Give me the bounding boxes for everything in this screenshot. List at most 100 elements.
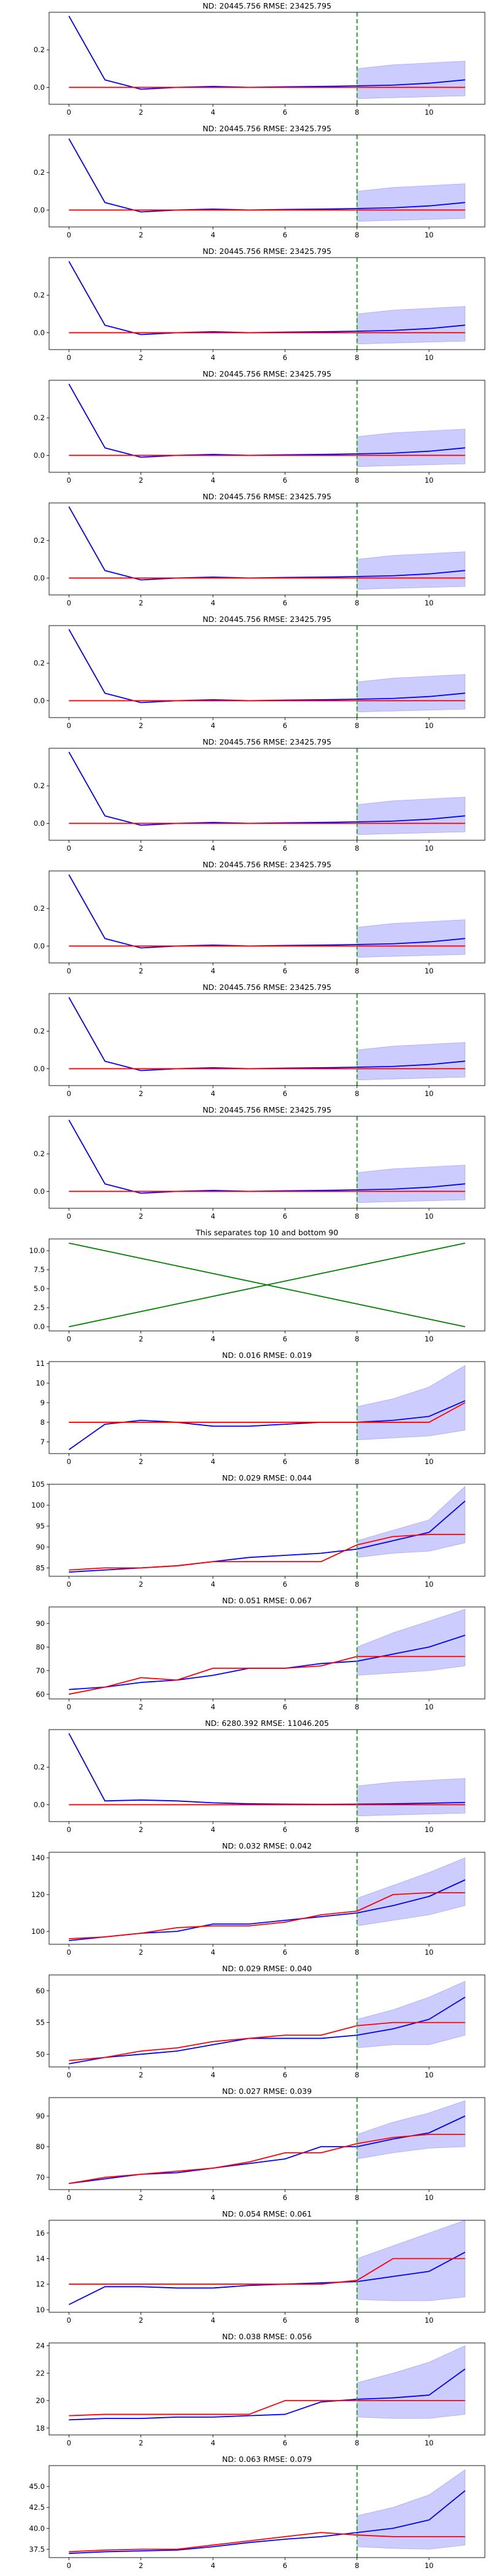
y-tick-label: 45.0 [29,2482,45,2491]
x-tick-label: 2 [139,844,143,853]
x-tick-label: 2 [139,1212,143,1221]
y-tick-label: 11 [36,1359,45,1368]
x-tick-label: 2 [139,1948,143,1957]
axes-frame [48,1852,485,1945]
x-tick-label: 2 [139,1703,143,1711]
subplot-title: ND: 20445.756 RMSE: 23425.795 [203,124,331,133]
x-tick-label: 0 [67,1457,71,1466]
axes-frame [48,1238,485,1332]
x-tick-label: 0 [67,1580,71,1589]
x-tick-label: 0 [67,2071,71,2079]
plot-area [68,2220,466,2312]
x-tick-label: 2 [139,2316,143,2325]
x-tick-label: 0 [67,1212,71,1221]
x-tick-label: 10 [425,721,434,730]
y-tick-label: 0.0 [34,1187,45,1195]
series-line-2 [69,1242,465,1328]
confidence-band [357,1485,466,1558]
x-tick-label: 6 [283,1089,287,1098]
subplot-4: ND: 20445.756 RMSE: 23425.795 0 2 4 6 8 10 0.0 0… [34,369,485,485]
series-line-blue [69,2368,466,2421]
subplot-title: ND: 0.054 RMSE: 0.061 [222,2209,312,2218]
x-tick-label: 4 [211,599,215,607]
confidence-band [357,2469,466,2550]
confidence-band [357,2100,466,2160]
confidence-band [357,1980,466,2049]
x-tick-label: 10 [425,108,434,117]
x-tick-label: 6 [283,1948,287,1957]
y-tick-label: 8 [41,1418,45,1427]
x-tick-label: 4 [211,1335,215,1343]
x-tick-label: 10 [425,476,434,485]
y-tick-label: 0.0 [34,451,45,459]
plot-area [69,2343,466,2435]
x-tick-label: 8 [355,2561,359,2570]
x-tick-label: 6 [283,721,287,730]
y-tick-label: 0.0 [34,819,45,827]
x-tick-label: 10 [425,1335,434,1343]
subplot-5: ND: 20445.756 RMSE: 23425.795 0 2 4 6 8 10 0.0 0… [34,492,485,607]
y-tick-label: 0.0 [34,205,45,214]
subplot-title: ND: 0.027 RMSE: 0.039 [222,2087,312,2096]
subplot-9: ND: 20445.756 RMSE: 23425.795 0 2 4 6 8 10 0.0 0… [34,983,485,1098]
x-tick-label: 2 [139,967,143,975]
y-tick-label: 5.0 [34,1284,45,1293]
y-tick-label: 100 [31,1927,45,1936]
x-tick-label: 4 [211,1457,215,1466]
x-tick-label: 4 [211,2193,215,2202]
x-tick-label: 2 [139,2071,143,2079]
x-tick-label: 0 [67,599,71,607]
x-tick-label: 8 [355,476,359,485]
plot-area [69,1607,466,1699]
x-tick-label: 10 [425,353,434,362]
y-tick-label: 0.2 [34,413,45,422]
y-tick-label: 0.2 [34,1149,45,1158]
x-tick-label: 2 [139,231,143,239]
y-tick-label: 0.2 [34,1027,45,1035]
y-tick-label: 2.5 [34,1303,45,1312]
x-tick-label: 8 [355,1335,359,1343]
x-tick-label: 6 [283,1457,287,1466]
y-tick-label: 70 [36,1666,45,1675]
axes-frame [48,625,485,718]
axes-frame [48,748,485,841]
y-tick-label: 85 [36,1563,45,1572]
confidence-band [357,1609,466,1676]
x-tick-label: 0 [67,108,71,117]
y-tick-label: 105 [31,1480,45,1489]
y-tick-label: 37.5 [29,2545,45,2553]
x-tick-label: 8 [355,721,359,730]
plot-area [68,626,466,718]
series-line-blue [69,1996,466,2064]
subplot-title: ND: 0.029 RMSE: 0.040 [222,1964,312,1973]
series-line-red [69,1402,466,1423]
x-tick-label: 10 [425,1703,434,1711]
x-tick-label: 2 [139,721,143,730]
y-tick-label: 18 [36,2424,45,2432]
subplot-title: ND: 20445.756 RMSE: 23425.795 [203,1,331,10]
plot-area [68,12,466,104]
confidence-band [357,1365,466,1441]
y-tick-label: 0.2 [34,536,45,545]
axes-frame [48,380,485,473]
series-line-red [69,2258,465,2285]
x-tick-label: 8 [355,1703,359,1711]
subplot-title: ND: 6280.392 RMSE: 11046.205 [205,1719,329,1728]
plot-area [69,2466,466,2558]
plot-area [68,1116,466,1208]
x-tick-label: 0 [67,967,71,975]
x-tick-label: 0 [67,1335,71,1343]
plot-area [69,2098,466,2190]
subplot-18: ND: 0.027 RMSE: 0.039 0 2 4 6 8 10 70 80 90 [36,2087,485,2202]
y-tick-label: 7 [41,1438,45,1446]
plot-area [68,1362,466,1454]
y-tick-label: 0.0 [34,696,45,705]
x-tick-label: 10 [425,1212,434,1221]
axes-frame [48,1974,485,2068]
x-tick-label: 10 [425,1825,434,1834]
axes-frame [48,993,485,1086]
confidence-band [357,919,466,958]
x-tick-label: 4 [211,1089,215,1098]
